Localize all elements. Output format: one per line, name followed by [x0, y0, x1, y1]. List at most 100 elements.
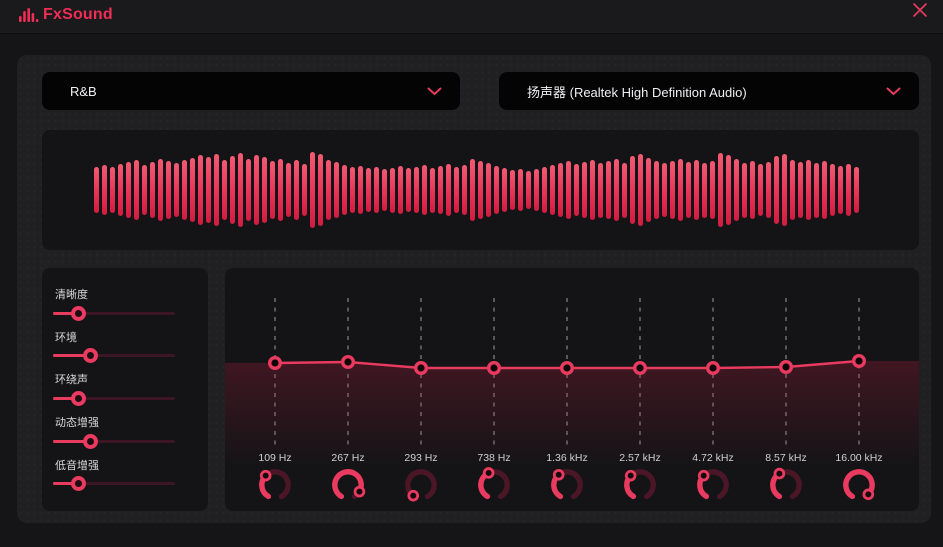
preset-dropdown[interactable]: R&B	[42, 72, 460, 110]
clarity-slider-thumb[interactable]	[71, 305, 87, 321]
waveform-bar	[598, 162, 603, 218]
eq-node[interactable]	[706, 360, 721, 375]
waveform	[42, 130, 919, 250]
knob-indicator-dot[interactable]	[259, 469, 272, 482]
eq-band-frequency-label: 4.72 kHz	[692, 452, 734, 464]
eq-knob[interactable]	[766, 465, 806, 505]
waveform-bar	[94, 167, 99, 213]
effect-row: 低音增强	[42, 457, 208, 497]
waveform-bar	[222, 160, 227, 220]
dynamic-boost-slider-thumb[interactable]	[83, 433, 99, 449]
clarity-slider[interactable]	[53, 305, 175, 321]
eq-knob[interactable]	[328, 465, 368, 505]
waveform-bar	[142, 165, 147, 215]
waveform-bar	[262, 157, 267, 223]
waveform-bar	[150, 162, 155, 218]
waveform-bar	[550, 165, 555, 215]
waveform-bar	[166, 161, 171, 219]
eq-knob[interactable]	[620, 465, 660, 505]
eq-knob[interactable]	[255, 465, 295, 505]
slider-track[interactable]	[53, 396, 175, 400]
knob-value-arc	[332, 469, 364, 500]
surround-slider[interactable]	[53, 390, 175, 406]
eq-node[interactable]	[633, 360, 648, 375]
waveform-bar	[494, 166, 499, 214]
knob-indicator-dot[interactable]	[624, 469, 637, 482]
eq-node[interactable]	[779, 359, 794, 374]
waveform-bar	[190, 158, 195, 222]
visualizer-panel	[42, 130, 919, 250]
waveform-bar	[278, 159, 283, 221]
knob-indicator-dot[interactable]	[773, 467, 786, 480]
waveform-bar	[374, 167, 379, 213]
eq-knob[interactable]	[547, 465, 587, 505]
chevron-down-icon	[427, 87, 442, 95]
waveform-bar	[718, 153, 723, 227]
waveform-bar	[710, 161, 715, 219]
eq-band-frequency-label: 1.36 kHz	[546, 452, 588, 464]
waveform-bar	[182, 160, 187, 220]
waveform-bar	[614, 159, 619, 221]
eq-node[interactable]	[487, 360, 502, 375]
waveform-bar	[230, 156, 235, 224]
knob-indicator-dot[interactable]	[407, 489, 420, 502]
waveform-bar	[750, 161, 755, 219]
eq-knob[interactable]	[693, 465, 733, 505]
eq-node[interactable]	[852, 353, 867, 368]
bass-boost-slider-thumb[interactable]	[71, 476, 87, 492]
waveform-bar	[702, 162, 707, 218]
waveform-bar	[526, 171, 531, 209]
waveform-bar	[822, 161, 827, 219]
dynamic-boost-slider[interactable]	[53, 433, 175, 449]
slider-fill	[53, 354, 91, 358]
slider-track[interactable]	[53, 354, 175, 358]
waveform-bar	[158, 159, 163, 221]
waveform-bar	[622, 162, 627, 218]
waveform-bar	[518, 169, 523, 211]
knob-indicator-dot[interactable]	[353, 485, 366, 498]
slider-fill	[53, 396, 79, 400]
waveform-bar	[118, 164, 123, 216]
slider-track[interactable]	[53, 439, 175, 443]
knob-indicator-dot[interactable]	[862, 488, 875, 501]
surround-slider-thumb[interactable]	[71, 390, 87, 406]
eq-knob[interactable]	[474, 465, 514, 505]
waveform-bar	[238, 153, 243, 227]
eq-band-frequency-label: 16.00 kHz	[835, 452, 883, 464]
eq-knob[interactable]	[839, 465, 879, 505]
close-icon	[913, 3, 927, 17]
knob-indicator-dot[interactable]	[697, 469, 710, 482]
ambience-slider[interactable]	[53, 348, 175, 364]
eq-node[interactable]	[560, 360, 575, 375]
eq-node[interactable]	[413, 360, 428, 375]
ambience-slider-thumb[interactable]	[83, 348, 99, 364]
waveform-bar	[662, 163, 667, 217]
waveform-bar	[470, 159, 475, 221]
effect-row: 动态增强	[42, 414, 208, 454]
waveform-bar	[670, 161, 675, 219]
waveform-bar	[414, 167, 419, 213]
device-dropdown-value: 扬声器 (Realtek High Definition Audio)	[527, 84, 747, 100]
waveform-bar	[382, 169, 387, 211]
eq-node[interactable]	[340, 354, 355, 369]
eq-node[interactable]	[268, 355, 283, 370]
waveform-bar	[542, 167, 547, 213]
knob-indicator-dot[interactable]	[552, 468, 565, 481]
waveform-bar	[638, 154, 643, 226]
main-panel: R&B 扬声器 (Realtek High Definition Audio) …	[17, 55, 931, 523]
waveform-bar	[678, 159, 683, 221]
eq-band-frequency-label: 8.57 kHz	[765, 452, 807, 464]
close-button[interactable]	[911, 1, 929, 19]
waveform-bar	[726, 155, 731, 225]
bass-boost-slider[interactable]	[53, 476, 175, 492]
eq-band-frequency-label: 293 Hz	[404, 452, 438, 464]
knob-value-arc	[843, 469, 875, 500]
slider-track[interactable]	[53, 311, 175, 315]
slider-track[interactable]	[53, 482, 175, 486]
device-dropdown[interactable]: 扬声器 (Realtek High Definition Audio)	[499, 72, 919, 110]
knob-indicator-dot[interactable]	[482, 467, 495, 479]
eq-knob[interactable]	[401, 465, 441, 505]
ambience-label: 环境	[55, 331, 77, 344]
waveform-bar	[774, 156, 779, 224]
eq-band-frequency-label: 738 Hz	[477, 452, 511, 464]
